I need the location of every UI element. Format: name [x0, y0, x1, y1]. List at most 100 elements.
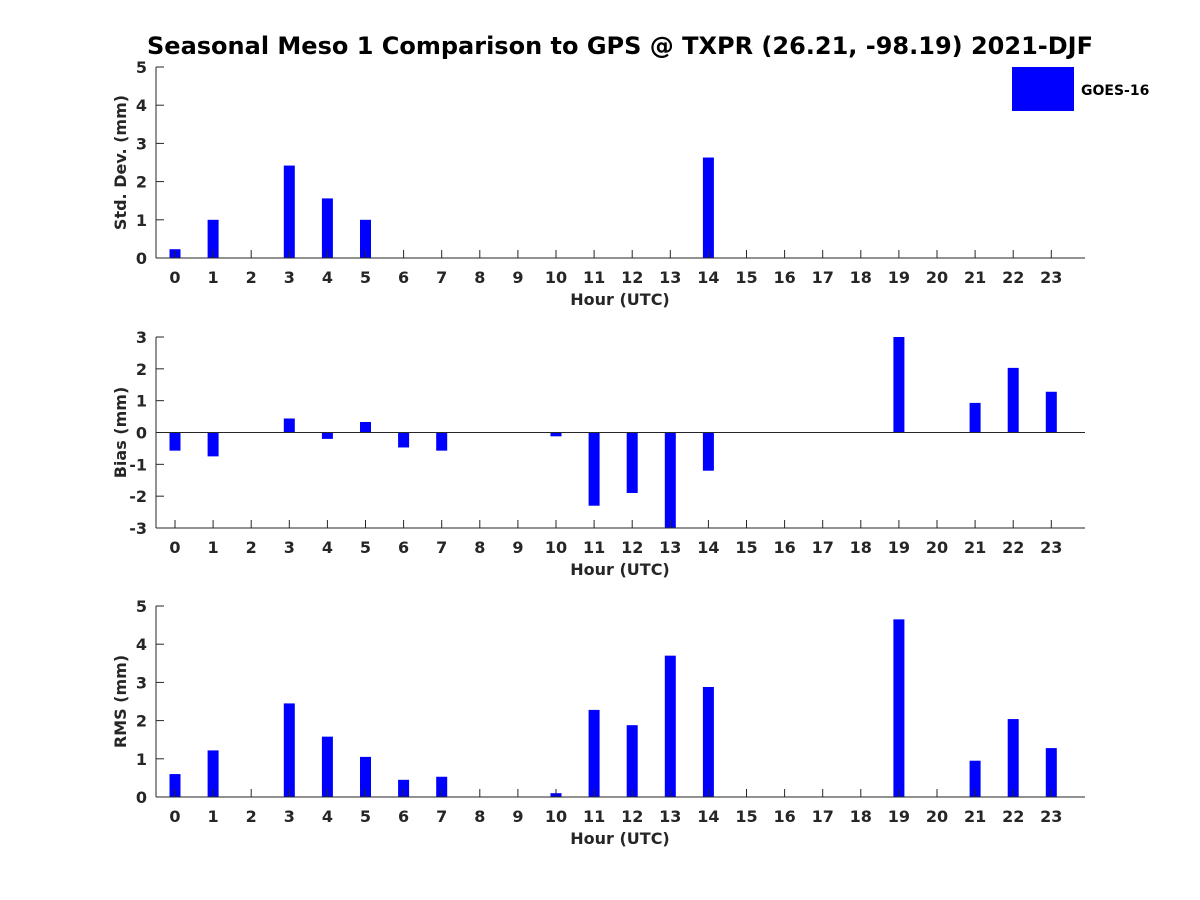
- rms-bar: [1045, 748, 1057, 797]
- bias-x-tick-label: 17: [812, 538, 834, 557]
- bias-bar: [436, 432, 448, 451]
- std-dev-x-tick-label: 6: [398, 268, 409, 287]
- std-dev-x-tick-label: 9: [512, 268, 523, 287]
- rms-x-tick-label: 9: [512, 807, 523, 826]
- bias-y-axis-label: Bias (mm): [111, 387, 130, 479]
- bias-x-tick-label: 0: [169, 538, 180, 557]
- bias-x-tick-label: 5: [360, 538, 371, 557]
- rms-bar: [169, 774, 181, 797]
- rms-x-tick-label: 1: [208, 807, 219, 826]
- rms-x-tick-label: 0: [169, 807, 180, 826]
- rms-x-tick-label: 7: [436, 807, 447, 826]
- bias-bar: [969, 402, 981, 433]
- std-dev-bar: [207, 219, 219, 258]
- bias-bar: [321, 432, 333, 439]
- bias-bar: [664, 432, 676, 528]
- rms-x-tick-label: 4: [322, 807, 333, 826]
- std-dev-bar: [360, 219, 371, 258]
- rms-x-tick-label: 14: [697, 807, 719, 826]
- rms-bar: [702, 686, 714, 797]
- bias-x-tick-label: 11: [583, 538, 605, 557]
- std-dev-bar: [283, 165, 295, 258]
- bias-x-tick-label: 9: [512, 538, 523, 557]
- std-dev-y-tick-label: 1: [136, 211, 147, 230]
- std-dev-x-tick-label: 14: [697, 268, 719, 287]
- legend: GOES-16: [1012, 67, 1149, 111]
- rms-x-tick-label: 6: [398, 807, 409, 826]
- legend-swatch: [1012, 67, 1074, 111]
- rms-bar: [436, 776, 448, 797]
- rms-x-tick-label: 3: [284, 807, 295, 826]
- bias-x-tick-label: 6: [398, 538, 409, 557]
- bias-x-tick-label: 4: [322, 538, 333, 557]
- bias-bar: [360, 421, 371, 433]
- std-dev-x-tick-label: 13: [659, 268, 681, 287]
- bias-x-tick-label: 13: [659, 538, 681, 557]
- bias-y-tick-label: -3: [129, 519, 147, 538]
- rms-x-tick-label: 23: [1040, 807, 1062, 826]
- std-dev-x-tick-label: 20: [926, 268, 948, 287]
- rms-bar: [207, 750, 219, 797]
- rms-bar: [893, 619, 905, 797]
- rms-x-tick-label: 17: [812, 807, 834, 826]
- rms-bar: [1007, 719, 1019, 797]
- rms-x-tick-label: 2: [246, 807, 257, 826]
- bias-x-tick-label: 20: [926, 538, 948, 557]
- bias-bar: [588, 432, 600, 506]
- rms-x-tick-label: 12: [621, 807, 643, 826]
- bias-bar: [702, 432, 714, 471]
- rms-bar: [283, 703, 295, 797]
- bias-x-tick-label: 7: [436, 538, 447, 557]
- std-dev-x-tick-label: 7: [436, 268, 447, 287]
- bias-x-tick-label: 22: [1002, 538, 1024, 557]
- rms-y-tick-label: 4: [136, 635, 147, 654]
- chart-title: Seasonal Meso 1 Comparison to GPS @ TXPR…: [147, 32, 1093, 60]
- std-dev-x-tick-label: 0: [169, 268, 180, 287]
- std-dev-x-tick-label: 23: [1040, 268, 1062, 287]
- bias-bar: [169, 432, 181, 451]
- std-dev-x-tick-label: 18: [850, 268, 872, 287]
- legend-label: GOES-16: [1081, 83, 1149, 99]
- rms-x-tick-label: 8: [474, 807, 485, 826]
- bias-bar: [626, 432, 638, 493]
- rms-bar: [626, 725, 638, 797]
- std-dev-x-tick-label: 1: [208, 268, 219, 287]
- rms-bar: [398, 779, 410, 797]
- std-dev-x-tick-label: 5: [360, 268, 371, 287]
- rms-x-tick-label: 19: [888, 807, 910, 826]
- std-dev-y-tick-label: 5: [136, 58, 147, 77]
- std-dev-x-tick-label: 21: [964, 268, 986, 287]
- bias-bar: [550, 432, 562, 437]
- std-dev-y-tick-label: 3: [136, 134, 147, 153]
- std-dev-x-axis-label: Hour (UTC): [570, 290, 670, 309]
- std-dev-x-tick-label: 2: [246, 268, 257, 287]
- rms-x-tick-label: 11: [583, 807, 605, 826]
- bias-x-tick-label: 19: [888, 538, 910, 557]
- std-dev-x-tick-label: 22: [1002, 268, 1024, 287]
- bias-x-tick-label: 21: [964, 538, 986, 557]
- bias-x-tick-label: 3: [284, 538, 295, 557]
- std-dev-y-axis-label: Std. Dev. (mm): [111, 95, 130, 230]
- rms-y-tick-label: 5: [136, 597, 147, 616]
- std-dev-x-tick-label: 19: [888, 268, 910, 287]
- bias-bar: [207, 432, 219, 457]
- rms-bar: [664, 655, 676, 797]
- rms-x-tick-label: 5: [360, 807, 371, 826]
- rms-x-tick-label: 15: [735, 807, 757, 826]
- rms-x-tick-label: 13: [659, 807, 681, 826]
- rms-y-tick-label: 2: [136, 712, 147, 731]
- rms-y-tick-label: 0: [136, 788, 147, 807]
- bias-y-tick-label: -1: [129, 455, 147, 474]
- std-dev-x-tick-label: 10: [545, 268, 567, 287]
- std-dev-x-tick-label: 15: [735, 268, 757, 287]
- rms-bar: [360, 756, 371, 797]
- std-dev-y-tick-label: 4: [136, 96, 147, 115]
- rms-bar: [969, 760, 981, 797]
- bias-bar: [1045, 391, 1057, 433]
- std-dev-x-tick-label: 17: [812, 268, 834, 287]
- rms-bar: [321, 736, 333, 797]
- bias-x-tick-label: 18: [850, 538, 872, 557]
- bias-x-tick-label: 15: [735, 538, 757, 557]
